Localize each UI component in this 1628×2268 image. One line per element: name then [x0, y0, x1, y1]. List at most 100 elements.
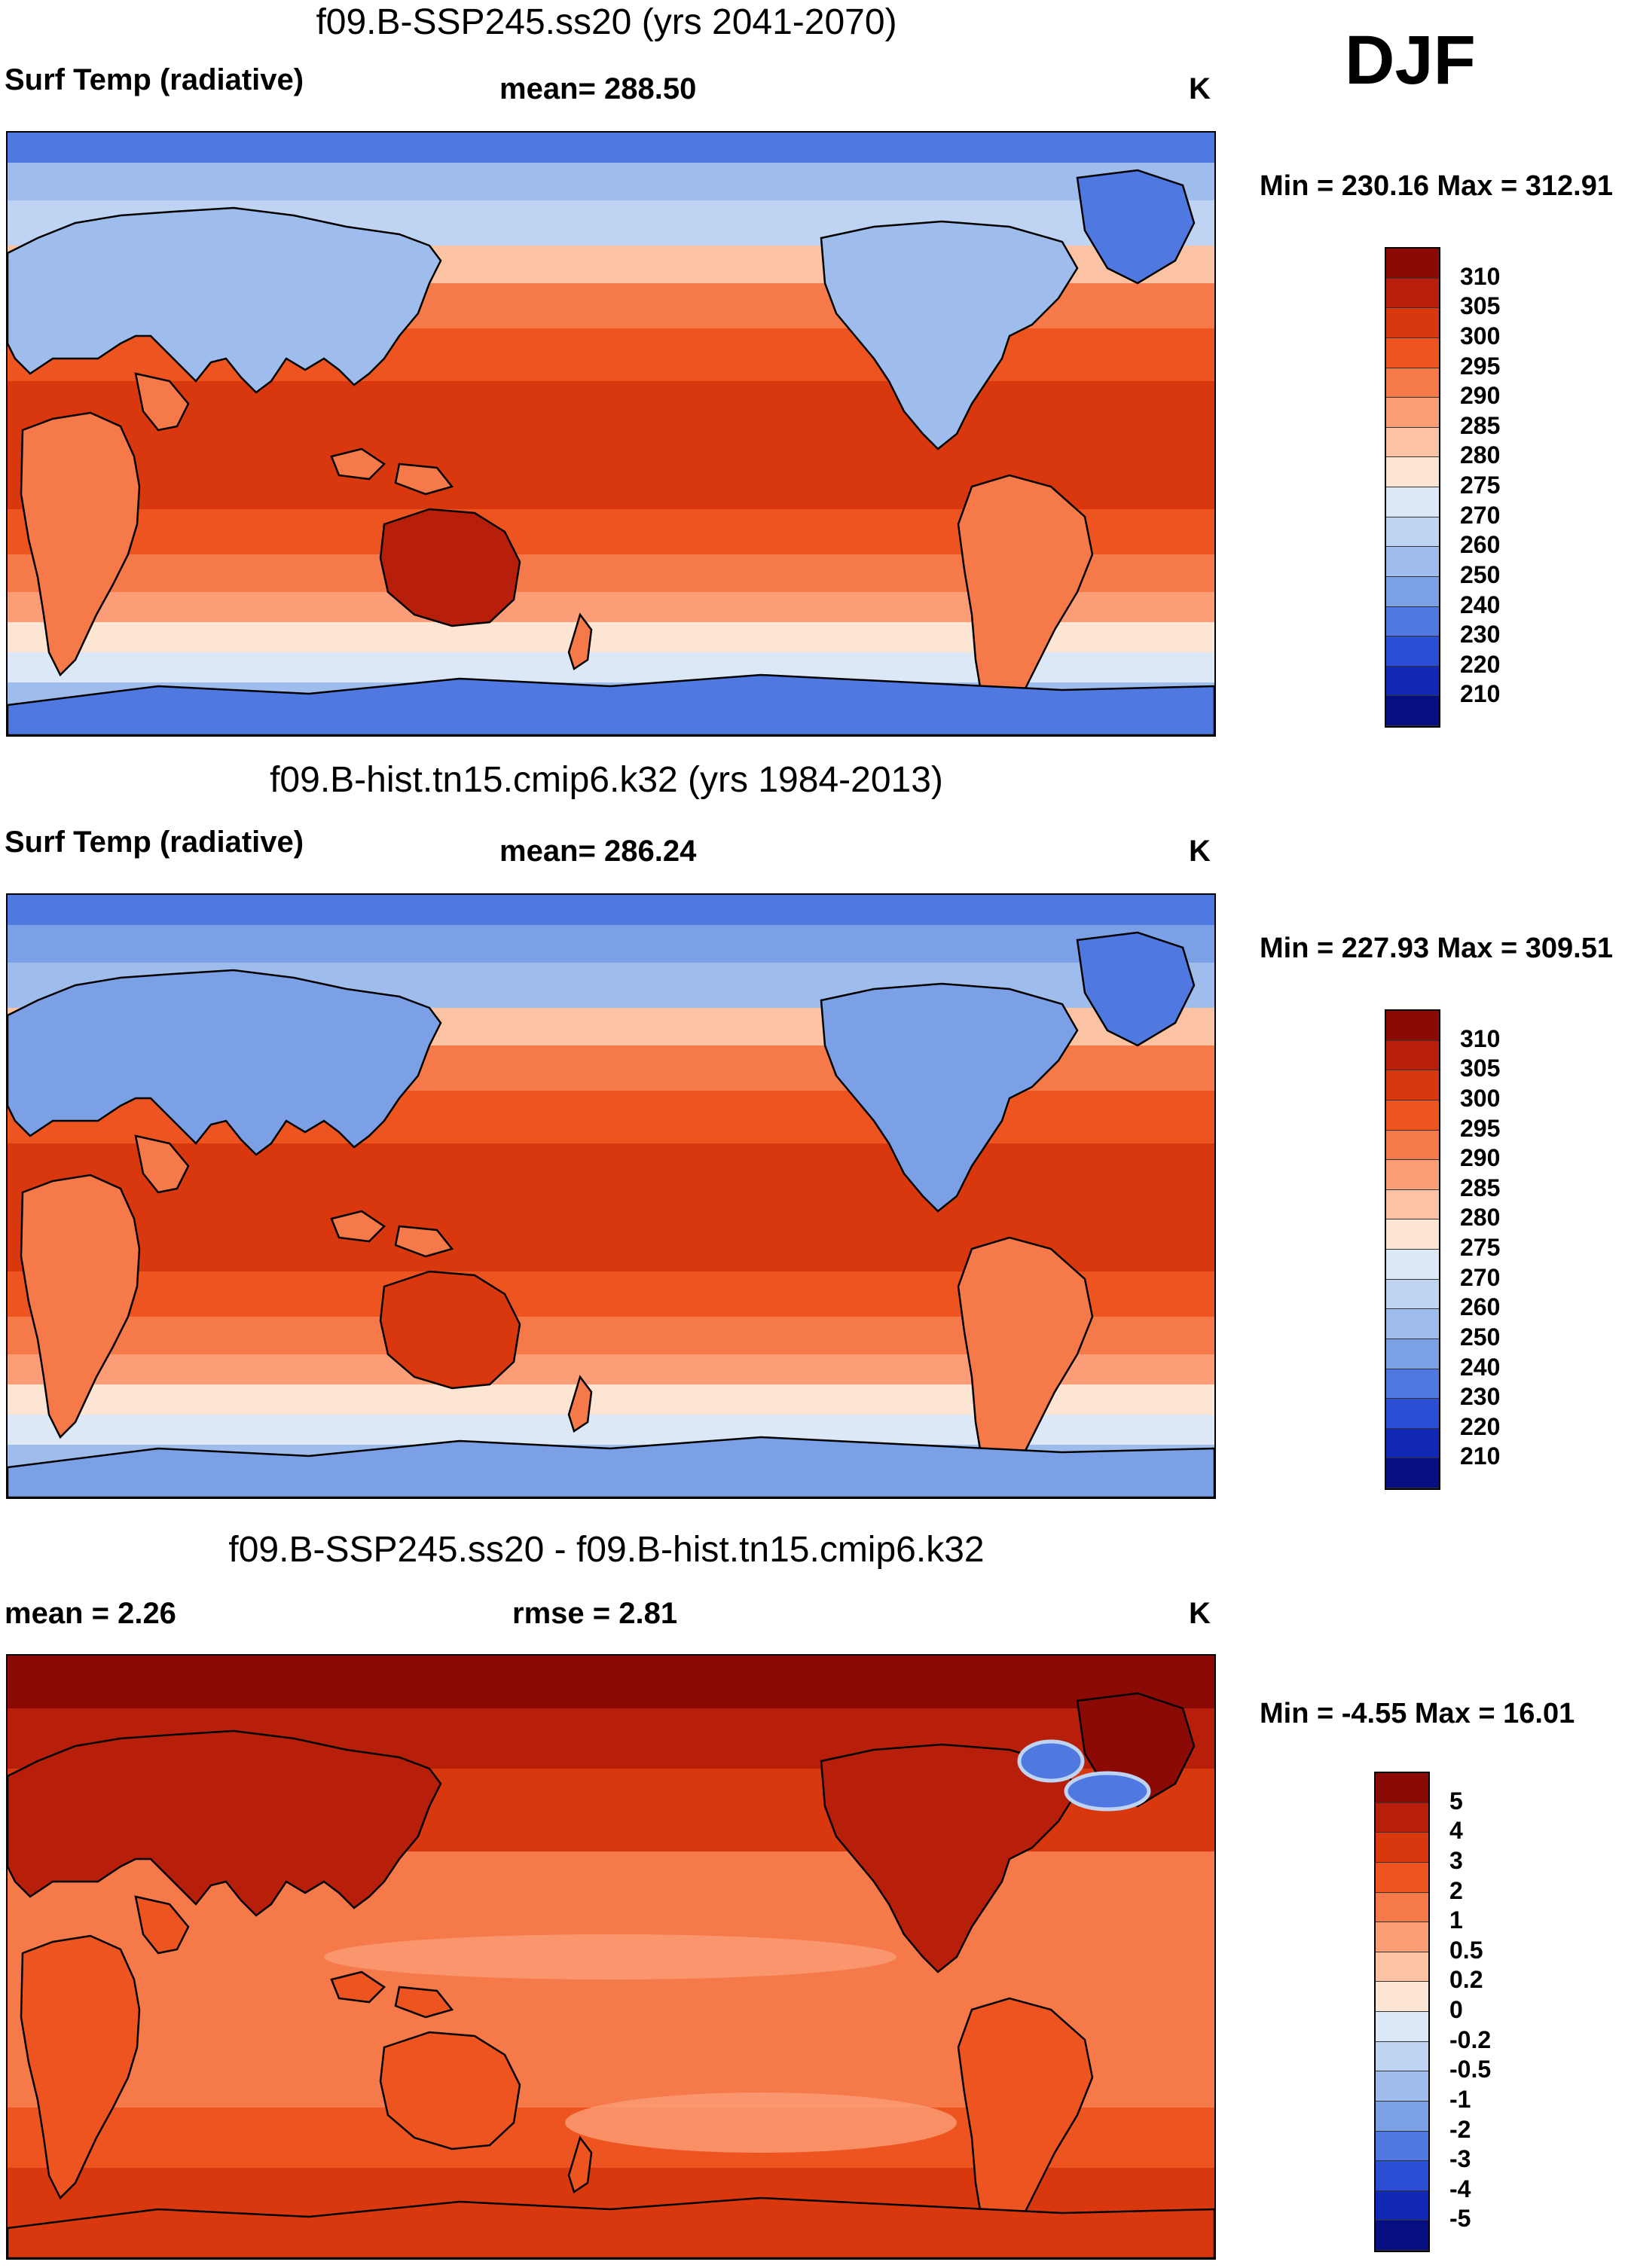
colorbar-swatch: [1386, 1219, 1439, 1250]
colorbar-tick-label: 285: [1460, 1174, 1501, 1201]
colorbar-tick-label: 295: [1460, 1114, 1501, 1142]
panel3-rmse-label: rmse = 2.81: [512, 1597, 678, 1630]
colorbar-swatch: [1376, 1982, 1428, 2012]
colorbar-tick-label: 280: [1460, 1204, 1501, 1232]
colorbar-tick-label: 210: [1460, 1442, 1501, 1470]
colorbar-tick-label: 2: [1449, 1876, 1463, 1904]
colorbar-tick-label: 310: [1460, 262, 1501, 290]
colorbar-tick-label: 290: [1460, 1144, 1501, 1172]
colorbar-swatch: [1376, 2012, 1428, 2042]
panel2-mean-label: mean= 286.24: [499, 835, 697, 868]
panel3-colorbar: [1374, 1772, 1430, 2252]
colorbar-tick-label: 250: [1460, 1323, 1501, 1351]
panel1-left-label: Surf Temp (radiative): [5, 63, 304, 96]
colorbar-tick-label: 1: [1449, 1906, 1463, 1934]
colorbar-swatch: [1386, 636, 1439, 667]
panel3-units: K: [1189, 1597, 1211, 1630]
colorbar-swatch: [1376, 2221, 1428, 2251]
colorbar-swatch: [1376, 1952, 1428, 1983]
colorbar-swatch: [1376, 1773, 1428, 1803]
panel3-colorbar-ticks: 5 4 3 2 1 0.5 0.2 0 -0.2 -0.5 -1 -2 -3 -4 -5: [1449, 1772, 1532, 2249]
colorbar-swatch: [1376, 2041, 1428, 2072]
colorbar-tick-label: 260: [1460, 531, 1501, 559]
panel1-mean-label: mean= 288.50: [499, 72, 697, 105]
season-label: DJF: [1345, 22, 1476, 99]
panel2-minmax: Min = 227.93 Max = 309.51: [1260, 933, 1613, 964]
colorbar-tick-label: 3: [1449, 1846, 1463, 1874]
colorbar-swatch: [1386, 1369, 1439, 1400]
colorbar-swatch: [1386, 1309, 1439, 1339]
colorbar-tick-label: -3: [1449, 2145, 1471, 2173]
panel2-units: K: [1189, 835, 1211, 868]
colorbar-swatch: [1386, 1100, 1439, 1131]
colorbar-tick-label: 220: [1460, 1412, 1501, 1440]
panel3-map: [6, 1654, 1216, 2260]
colorbar-tick-label: 280: [1460, 441, 1501, 469]
panel3-minmax: Min = -4.55 Max = 16.01: [1260, 1698, 1575, 1729]
colorbar-tick-label: 230: [1460, 1383, 1501, 1411]
colorbar-swatch: [1386, 1250, 1439, 1280]
colorbar-tick-label: 300: [1460, 1084, 1501, 1112]
colorbar-tick-label: -2: [1449, 2115, 1471, 2143]
colorbar-swatch: [1386, 1279, 1439, 1310]
colorbar-tick-label: -4: [1449, 2175, 1471, 2202]
panel2-colorbar-ticks: 310 305 300 295 290 285 280 275 270 260 250 240 230 2…: [1460, 1009, 1535, 1487]
panel1-colorbar: [1385, 247, 1440, 728]
colorbar-swatch: [1386, 1339, 1439, 1369]
colorbar-tick-label: 290: [1460, 382, 1501, 410]
colorbar-tick-label: 310: [1460, 1024, 1501, 1052]
colorbar-swatch: [1386, 1160, 1439, 1190]
colorbar-swatch: [1386, 1458, 1439, 1488]
colorbar-swatch: [1386, 1189, 1439, 1220]
colorbar-swatch: [1386, 576, 1439, 607]
panel3-title: f09.B-SSP245.ss20 - f09.B-hist.tn15.cmip…: [228, 1530, 985, 1570]
colorbar-swatch: [1376, 2190, 1428, 2221]
colorbar-swatch: [1386, 1130, 1439, 1161]
colorbar-swatch: [1386, 517, 1439, 548]
colorbar-swatch: [1386, 606, 1439, 637]
colorbar-swatch: [1386, 278, 1439, 309]
colorbar-swatch: [1386, 308, 1439, 338]
colorbar-swatch: [1386, 337, 1439, 368]
panel1-title: f09.B-SSP245.ss20 (yrs 2041-2070): [316, 2, 897, 42]
panel1-colorbar-ticks: 310 305 300 295 290 285 280 275 270 260 250 240 230 2…: [1460, 247, 1535, 725]
colorbar-swatch: [1376, 1892, 1428, 1923]
colorbar-swatch: [1386, 368, 1439, 398]
colorbar-tick-label: -0.2: [1449, 2025, 1492, 2053]
colorbar-tick-label: 4: [1449, 1817, 1463, 1845]
colorbar-swatch: [1386, 487, 1439, 517]
colorbar-swatch: [1376, 1833, 1428, 1863]
colorbar-tick-label: 305: [1460, 292, 1501, 320]
colorbar-tick-label: 270: [1460, 501, 1501, 529]
colorbar-tick-label: 295: [1460, 352, 1501, 380]
colorbar-swatch: [1376, 2101, 1428, 2132]
colorbar-swatch: [1376, 1922, 1428, 1952]
colorbar-tick-label: 0.2: [1449, 1966, 1483, 1994]
colorbar-swatch: [1376, 1862, 1428, 1893]
colorbar-tick-label: 270: [1460, 1263, 1501, 1291]
panel2-title: f09.B-hist.tn15.cmip6.k32 (yrs 1984-2013…: [270, 760, 943, 800]
colorbar-swatch: [1376, 2161, 1428, 2191]
colorbar-swatch: [1376, 2131, 1428, 2162]
colorbar-tick-label: 240: [1460, 591, 1501, 618]
panel1-units: K: [1189, 72, 1211, 105]
colorbar-tick-label: 230: [1460, 621, 1501, 649]
colorbar-swatch: [1386, 1040, 1439, 1071]
colorbar-tick-label: 250: [1460, 560, 1501, 588]
colorbar-tick-label: 5: [1449, 1787, 1463, 1815]
panel2-left-label: Surf Temp (radiative): [5, 826, 304, 859]
colorbar-swatch: [1386, 1070, 1439, 1100]
colorbar-tick-label: 285: [1460, 411, 1501, 439]
colorbar-tick-label: -0.5: [1449, 2056, 1492, 2083]
panel1-minmax: Min = 230.16 Max = 312.91: [1260, 170, 1613, 202]
colorbar-tick-label: 240: [1460, 1353, 1501, 1381]
colorbar-swatch: [1376, 1802, 1428, 1833]
colorbar-swatch: [1386, 398, 1439, 428]
colorbar-tick-label: 0: [1449, 1996, 1463, 2023]
colorbar-swatch: [1386, 249, 1439, 279]
colorbar-tick-label: 305: [1460, 1055, 1501, 1082]
colorbar-tick-label: 210: [1460, 680, 1501, 708]
colorbar-swatch: [1386, 427, 1439, 458]
colorbar-tick-label: -1: [1449, 2085, 1471, 2113]
panel2-colorbar: [1385, 1009, 1440, 1490]
